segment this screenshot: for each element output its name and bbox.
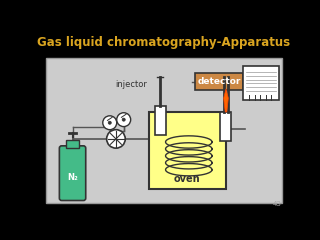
Text: N₂: N₂ <box>67 173 78 182</box>
Polygon shape <box>224 89 228 112</box>
Bar <box>220 112 231 141</box>
Circle shape <box>108 121 111 124</box>
Bar <box>46 58 282 203</box>
Bar <box>66 140 79 148</box>
Text: Gas liquid chromatography-Apparatus: Gas liquid chromatography-Apparatus <box>37 36 291 49</box>
Text: 43: 43 <box>273 201 282 207</box>
Circle shape <box>103 116 117 130</box>
Bar <box>243 66 279 100</box>
Circle shape <box>107 130 125 148</box>
Text: oven: oven <box>174 174 201 184</box>
Circle shape <box>122 118 125 121</box>
Text: injector: injector <box>115 80 147 89</box>
Circle shape <box>117 113 131 126</box>
FancyBboxPatch shape <box>60 146 86 200</box>
Text: detector: detector <box>197 78 241 86</box>
Bar <box>155 106 165 135</box>
Bar <box>148 112 226 189</box>
Bar <box>195 73 243 90</box>
